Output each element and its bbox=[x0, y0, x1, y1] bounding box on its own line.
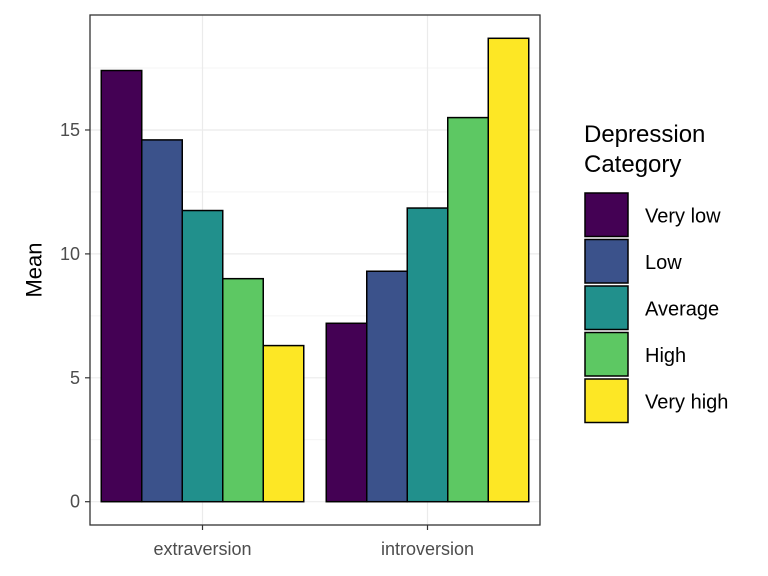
legend: Depression Category Very low Low Average High… bbox=[584, 121, 728, 424]
legend-title-line: Category bbox=[584, 151, 681, 178]
y-tick-label: 5 bbox=[70, 368, 80, 388]
bar-extraversion-high bbox=[222, 277, 264, 503]
legend-label: High bbox=[645, 345, 686, 367]
bar-introversion-high bbox=[447, 116, 489, 503]
x-tick-label-extraversion: extraversion bbox=[153, 539, 251, 559]
legend-label: Very high bbox=[645, 391, 728, 413]
legend-title-line: Depression bbox=[584, 121, 705, 148]
bar-extraversion-very-low bbox=[100, 69, 143, 503]
legend-key-low bbox=[584, 238, 629, 284]
bar-introversion-average bbox=[406, 207, 449, 503]
bar-extraversion-average bbox=[181, 209, 224, 503]
legend-label: Very low bbox=[645, 205, 721, 227]
axes: 0 5 10 15 extraversion introversion bbox=[60, 120, 474, 559]
legend-key-high bbox=[584, 331, 629, 377]
bar-extraversion-low bbox=[141, 139, 183, 503]
plot-panel-border bbox=[89, 14, 541, 526]
y-tick-label: 10 bbox=[60, 244, 80, 264]
bars bbox=[100, 37, 530, 503]
legend-key-very-high bbox=[584, 378, 629, 424]
bar-extraversion-very-high bbox=[262, 344, 305, 503]
legend-label: Average bbox=[645, 298, 719, 320]
bar-introversion-low bbox=[366, 270, 408, 503]
x-tick-label-introversion: introversion bbox=[381, 539, 474, 559]
y-tick-label: 15 bbox=[60, 120, 80, 140]
y-tick-label: 0 bbox=[70, 492, 80, 512]
legend-key-average bbox=[584, 285, 629, 331]
y-axis-title: Mean bbox=[22, 242, 47, 297]
legend-label: Low bbox=[645, 252, 682, 274]
bar-introversion-very-low bbox=[325, 322, 368, 503]
bar-introversion-very-high bbox=[487, 37, 530, 503]
legend-key-very-low bbox=[584, 192, 629, 238]
